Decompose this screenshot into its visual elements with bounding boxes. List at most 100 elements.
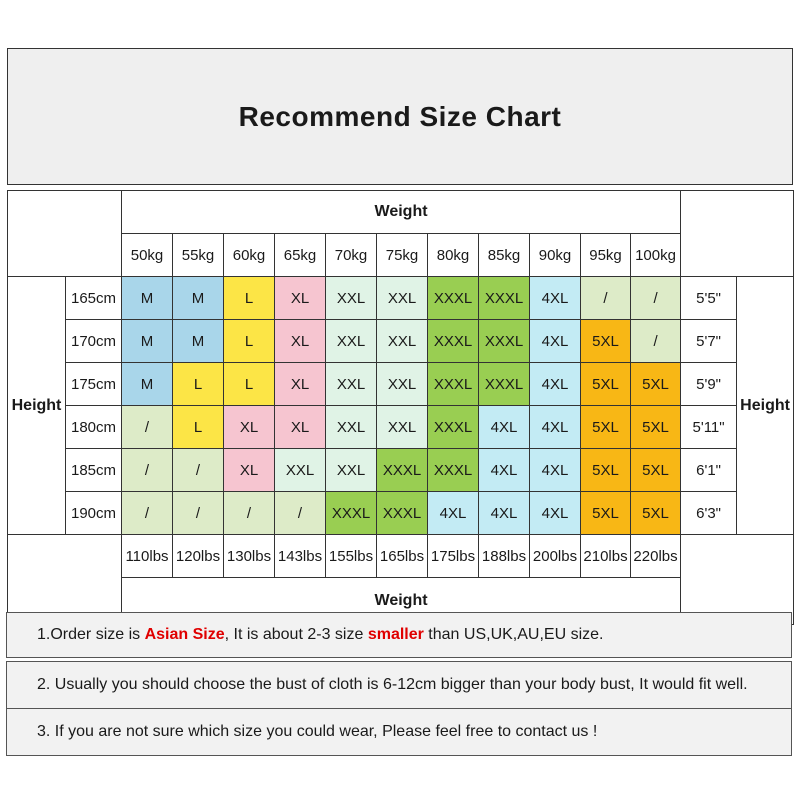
size-cell: 4XL bbox=[478, 448, 530, 492]
size-cell: / bbox=[172, 448, 224, 492]
size-cell: 4XL bbox=[529, 319, 581, 363]
size-cell: XXXL bbox=[427, 448, 479, 492]
size-cell: XXL bbox=[376, 362, 428, 406]
size-cell: 5XL bbox=[629, 405, 682, 449]
weight-header-row: Weight bbox=[7, 190, 795, 277]
size-cell: 4XL bbox=[529, 405, 581, 449]
kg-cell: 85kg bbox=[478, 233, 530, 277]
lbs-cell: 120lbs bbox=[172, 534, 224, 578]
corner-cell-bottom-left bbox=[7, 534, 122, 625]
size-cell: 5XL bbox=[580, 491, 631, 535]
height-cm-cell: 180cm bbox=[65, 405, 122, 449]
size-cell: 4XL bbox=[529, 448, 581, 492]
lbs-cell: 155lbs bbox=[325, 534, 377, 578]
size-cell: XXL bbox=[274, 448, 326, 492]
size-cell: / bbox=[121, 405, 173, 449]
size-cell: L bbox=[172, 405, 224, 449]
size-cell: XXXL bbox=[427, 276, 479, 320]
size-cell: M bbox=[121, 319, 173, 363]
size-cell: / bbox=[121, 491, 173, 535]
height-ft-cell: 6'3" bbox=[680, 491, 738, 535]
note-red-text: smaller bbox=[367, 626, 424, 643]
size-row: 175cm M L L XL XXL XXL XXXL XXXL 4XL 5XL 5XL 5'9" bbox=[8, 362, 794, 406]
size-cell: 5XL bbox=[580, 319, 631, 363]
notes-section: 1.Order size is Asian Size, It is about … bbox=[6, 612, 792, 756]
height-cm-cell: 175cm bbox=[65, 362, 122, 406]
size-row: 170cm M M L XL XXL XXL XXXL XXXL 4XL 5XL/5'7" bbox=[8, 319, 794, 363]
size-cell: 5XL bbox=[580, 448, 631, 492]
size-cell: / bbox=[629, 319, 682, 363]
size-cell: XL bbox=[223, 405, 275, 449]
size-cell: L bbox=[223, 276, 275, 320]
size-cell: L bbox=[172, 362, 224, 406]
size-cell: L bbox=[223, 319, 275, 363]
title-box: Recommend Size Chart bbox=[7, 48, 793, 185]
note-text: 2. Usually you should choose the bust of… bbox=[37, 676, 748, 693]
size-cell: XXL bbox=[325, 276, 377, 320]
kg-cell: 65kg bbox=[274, 233, 326, 277]
size-cell: / bbox=[629, 276, 682, 320]
height-cm-cell: 170cm bbox=[65, 319, 122, 363]
height-cm-cell: 165cm bbox=[65, 276, 122, 320]
size-cell: / bbox=[121, 448, 173, 492]
size-cell: 4XL bbox=[427, 491, 479, 535]
size-cell: XXXL bbox=[427, 319, 479, 363]
size-cell: 5XL bbox=[580, 362, 631, 406]
size-cell: XL bbox=[274, 405, 326, 449]
size-cell: 4XL bbox=[478, 491, 530, 535]
size-cell: XXXL bbox=[478, 276, 530, 320]
height-ft-cell: 5'11" bbox=[680, 405, 738, 449]
lbs-cell: 188lbs bbox=[478, 534, 530, 578]
size-cell: M bbox=[121, 276, 173, 320]
lbs-cell: 210lbs bbox=[580, 534, 631, 578]
kg-cell: 60kg bbox=[223, 233, 275, 277]
kg-cell: 55kg bbox=[172, 233, 224, 277]
size-cell: XXXL bbox=[478, 319, 530, 363]
size-cell: XL bbox=[274, 276, 326, 320]
size-cell: 5XL bbox=[629, 448, 682, 492]
page-title: Recommend Size Chart bbox=[238, 100, 562, 132]
size-row: 185cm / / XL XXL XXL XXXL XXXL 4XL 4XL 5XL 5XL 6'1" bbox=[8, 448, 794, 492]
note-red-text: Asian Size bbox=[144, 626, 225, 643]
size-cell: 4XL bbox=[529, 362, 581, 406]
size-cell: XXXL bbox=[325, 491, 377, 535]
size-cell: XXL bbox=[325, 319, 377, 363]
size-cell: 5XL bbox=[629, 491, 682, 535]
size-cell: XL bbox=[274, 362, 326, 406]
size-table: Weight 50kg 55kg 60kg 65kg 70kg 75kg 80kg 85kg 90… bbox=[7, 190, 795, 625]
lbs-cell: 200lbs bbox=[529, 534, 581, 578]
size-cell: XL bbox=[223, 448, 275, 492]
note-3: 3. If you are not sure which size you co… bbox=[6, 708, 792, 756]
size-cell: XXL bbox=[376, 276, 428, 320]
size-cell: XXL bbox=[325, 448, 377, 492]
size-cell: XXXL bbox=[376, 491, 428, 535]
size-cell: XXXL bbox=[376, 448, 428, 492]
size-cell: L bbox=[223, 362, 275, 406]
size-cell: 4XL bbox=[478, 405, 530, 449]
size-row: Height 165cm M M L XL XXL XXL XXXL XXXL 4XL //5'5" H… bbox=[7, 276, 795, 535]
kg-row: 50kg 55kg 60kg 65kg 70kg 75kg 80kg 85kg 90kg 95kg… bbox=[8, 233, 794, 277]
size-cell: / bbox=[223, 491, 275, 535]
size-cell: M bbox=[172, 276, 224, 320]
size-cell: XXL bbox=[376, 319, 428, 363]
size-cell: XXXL bbox=[478, 362, 530, 406]
kg-cell: 80kg bbox=[427, 233, 479, 277]
lbs-cell: 175lbs bbox=[427, 534, 479, 578]
size-cell: 5XL bbox=[629, 362, 682, 406]
weight-header-top: Weight bbox=[120, 190, 682, 234]
size-row: 190cm / / / / XXXL XXXL 4XL 4XL 4XL 5XL 5XL 6'3" bbox=[8, 491, 794, 535]
lbs-cell: 220lbs bbox=[629, 534, 682, 578]
note-1: 1.Order size is Asian Size, It is about … bbox=[6, 612, 792, 658]
size-cell: 4XL bbox=[529, 276, 581, 320]
size-cell: XL bbox=[274, 319, 326, 363]
corner-cell-top-right bbox=[680, 190, 795, 277]
kg-cell: 50kg bbox=[121, 233, 173, 277]
height-ft-cell: 5'9" bbox=[680, 362, 738, 406]
size-cell: / bbox=[172, 491, 224, 535]
size-cell: XXXL bbox=[427, 362, 479, 406]
size-cell: 5XL bbox=[580, 405, 631, 449]
kg-cell: 75kg bbox=[376, 233, 428, 277]
size-cell: M bbox=[172, 319, 224, 363]
size-cell: XXL bbox=[376, 405, 428, 449]
